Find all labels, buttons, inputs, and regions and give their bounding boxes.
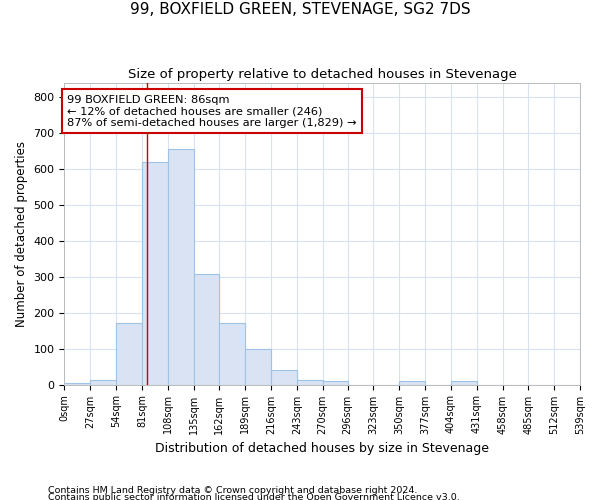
- Bar: [399, 381, 425, 384]
- Bar: [220, 323, 245, 384]
- Text: Contains public sector information licensed under the Open Government Licence v3: Contains public sector information licen…: [48, 494, 460, 500]
- Bar: [142, 162, 168, 384]
- Bar: [116, 323, 142, 384]
- Bar: [64, 383, 90, 384]
- Text: 99 BOXFIELD GREEN: 86sqm
← 12% of detached houses are smaller (246)
87% of semi-: 99 BOXFIELD GREEN: 86sqm ← 12% of detach…: [67, 94, 357, 128]
- X-axis label: Distribution of detached houses by size in Stevenage: Distribution of detached houses by size …: [155, 442, 489, 455]
- Text: 99, BOXFIELD GREEN, STEVENAGE, SG2 7DS: 99, BOXFIELD GREEN, STEVENAGE, SG2 7DS: [130, 2, 470, 18]
- Title: Size of property relative to detached houses in Stevenage: Size of property relative to detached ho…: [128, 68, 517, 80]
- Bar: [90, 380, 116, 384]
- Text: Contains HM Land Registry data © Crown copyright and database right 2024.: Contains HM Land Registry data © Crown c…: [48, 486, 418, 495]
- Bar: [323, 381, 347, 384]
- Bar: [297, 380, 323, 384]
- Bar: [168, 150, 194, 384]
- Bar: [245, 350, 271, 384]
- Bar: [194, 274, 220, 384]
- Y-axis label: Number of detached properties: Number of detached properties: [15, 141, 28, 327]
- Bar: [271, 370, 297, 384]
- Bar: [451, 381, 476, 384]
